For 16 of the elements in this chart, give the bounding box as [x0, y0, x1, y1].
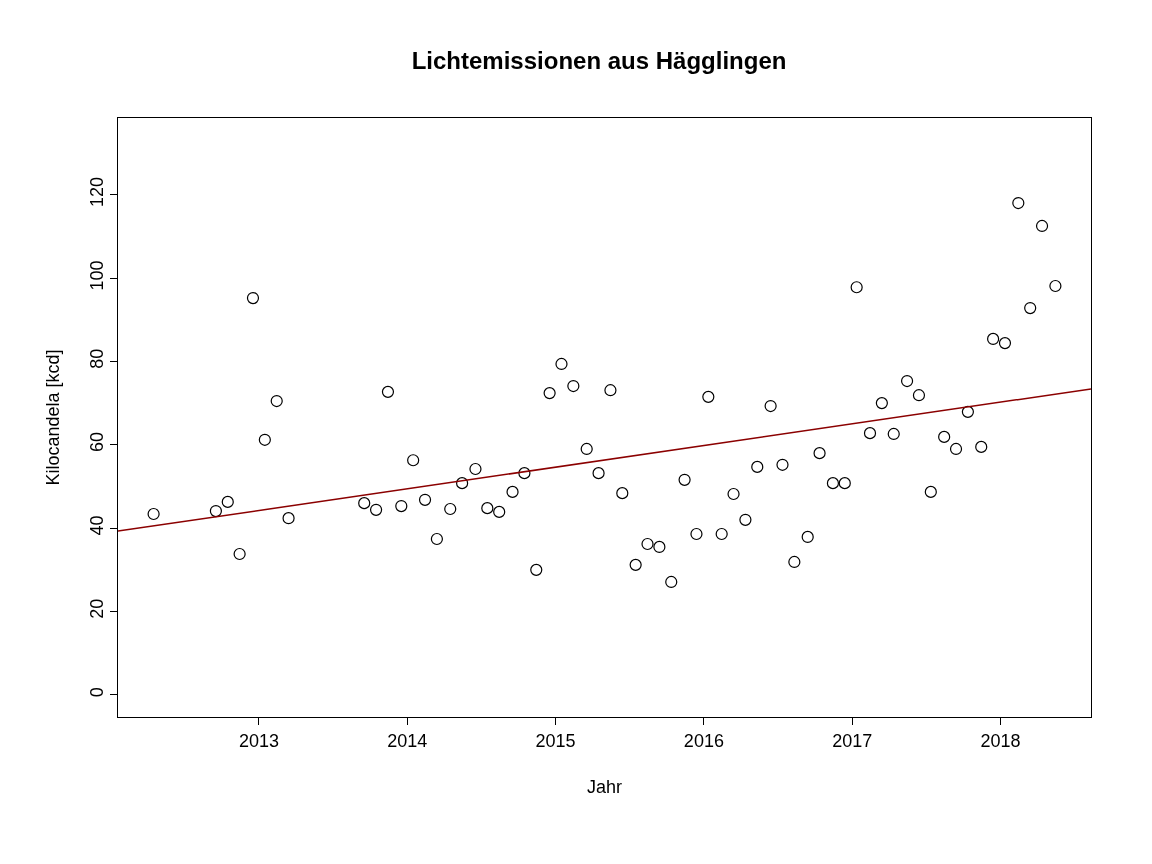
chart-title: Lichtemissionen aus Hägglingen: [411, 46, 787, 74]
y-tick-label: 60: [86, 432, 107, 453]
x-tick-label: 2017: [832, 730, 873, 751]
y-tick-label: 40: [86, 515, 107, 536]
y-tick-label: 100: [86, 260, 107, 291]
x-tick-label: 2015: [535, 730, 576, 751]
y-tick-label: 80: [86, 348, 107, 369]
y-tick-label: 120: [86, 176, 107, 208]
y-tick-label: 0: [86, 687, 107, 698]
x-tick-label: 2018: [980, 730, 1021, 751]
x-axis-title: Jahr: [586, 776, 623, 797]
x-tick-label: 2016: [683, 730, 724, 751]
x-tick-label: 2014: [387, 730, 428, 751]
y-tick-label: 20: [86, 598, 107, 619]
y-axis-title: Kilocandela [kcd]: [43, 349, 63, 486]
x-tick-label: 2013: [238, 730, 279, 751]
